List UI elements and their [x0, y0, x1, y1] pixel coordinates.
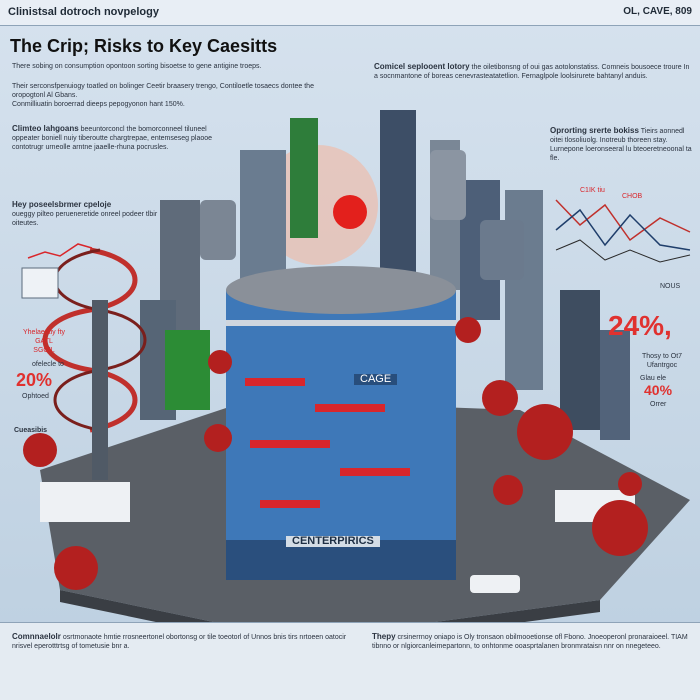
- right-note: Thosy to Ot7 Ufantrgoc: [641, 353, 683, 369]
- right-heading-2: Oprorting srerte bokiss: [550, 126, 639, 135]
- bottom-left-heading: Comnnaelolr: [12, 632, 61, 641]
- intro-line-3: Conmilliuatin boroerrad dieeps pepogyono…: [12, 101, 185, 108]
- right-chart-label-2: CHOB: [622, 193, 643, 200]
- building-sign-centerpirics: CENTERPIRICS: [286, 536, 380, 547]
- left-pct-label: ofelecle to: [32, 361, 64, 368]
- masthead-title: Clinistsal dotroch novpelogy: [8, 6, 159, 18]
- right-block-2: Oprorting srerte bokiss Tieirs aonnedl o…: [550, 126, 692, 163]
- intro-line-1: There sobing on consumption opontoon sor…: [12, 63, 262, 70]
- left-pct: 20%: [16, 370, 53, 390]
- bottom-band: Comnnaelolr osrtmonaote hmtie rrosneerto…: [0, 622, 700, 700]
- bus-icon: [470, 575, 520, 593]
- bottom-left-block: Comnnaelolr osrtmonaote hmtie rrosneerto…: [12, 632, 348, 651]
- left-block-1: Climteo lahgoans beeuntorconcl the bomor…: [12, 124, 222, 152]
- left-note: Yhelaeotiy fty GATL SGOIL: [14, 328, 74, 355]
- left-note-2: GATL: [35, 338, 53, 345]
- right-pct-1: 24%,: [608, 310, 672, 341]
- headline: The Crip; Risks to Key Caesitts: [10, 36, 278, 56]
- building-sign-cage: CAGE: [354, 374, 398, 385]
- left-body-1: beeuntorconcl the bomorconneel tiluneel …: [12, 126, 213, 151]
- virus-icon: [455, 317, 481, 343]
- bottom-left-body: osrtmonaote hmtie rrosneertonel obortons…: [12, 634, 347, 650]
- masthead-date: OL, CAVE, 809: [623, 6, 692, 17]
- virus-icon: [23, 433, 57, 467]
- intro-line-2: Their serconsfpenuiogy toatled on boling…: [12, 83, 314, 99]
- right-pct2-sub: Orrer: [650, 401, 667, 408]
- right-pct2-prefix: Glau ele: [640, 375, 667, 382]
- virus-icon: [517, 404, 573, 460]
- truck-icon: [40, 482, 130, 522]
- virus-icon: [482, 380, 518, 416]
- left-note-1: Yhelaeotiy fty: [22, 329, 66, 336]
- red-sun-icon: [333, 195, 367, 229]
- left-block-2: Hey poseelsbrmer cpeloje oueggy pilteo p…: [12, 200, 162, 228]
- left-pct-sub: Ophtoed: [22, 393, 49, 400]
- virus-icon: [204, 424, 232, 452]
- right-body-1: the oiletibonsng of oui gas aotolonstati…: [374, 64, 690, 80]
- bottom-right-block: Thepy crsinerrnoy oniapo is Oly tronsaon…: [372, 632, 692, 651]
- left-body-2: oueggy pilteo perueneretide onreel podee…: [12, 211, 158, 227]
- masthead: Clinistsal dotroch novpelogy OL, CAVE, 8…: [0, 0, 700, 26]
- right-block-1: Comicel seplooent lotory the oiletibonsn…: [374, 62, 692, 81]
- virus-icon: [54, 546, 98, 590]
- left-note-3: SGOIL: [33, 347, 55, 354]
- left-heading-1: Climteo lahgoans: [12, 124, 79, 133]
- chart-thumbnail-icon: [21, 267, 59, 299]
- right-chart-label-1: C1IK tiu: [580, 187, 605, 194]
- virus-icon: [592, 500, 648, 556]
- bottom-right-heading: Thepy: [372, 632, 396, 641]
- left-bottom-label: Cueasibis: [14, 427, 48, 434]
- right-pct-2: 40%: [644, 382, 673, 398]
- left-heading-2: Hey poseelsbrmer cpeloje: [12, 200, 112, 209]
- virus-icon: [208, 350, 232, 374]
- right-heading-1: Comicel seplooent lotory: [374, 62, 470, 71]
- right-chart-label-3: NOUS: [660, 283, 681, 290]
- virus-icon: [618, 472, 642, 496]
- bottom-right-body: crsinerrnoy oniapo is Oly tronsaon obilm…: [372, 634, 688, 650]
- virus-icon: [493, 475, 523, 505]
- right-body-2: Tieirs aonnedl oitei tlosoliuolg. Inotre…: [550, 128, 692, 162]
